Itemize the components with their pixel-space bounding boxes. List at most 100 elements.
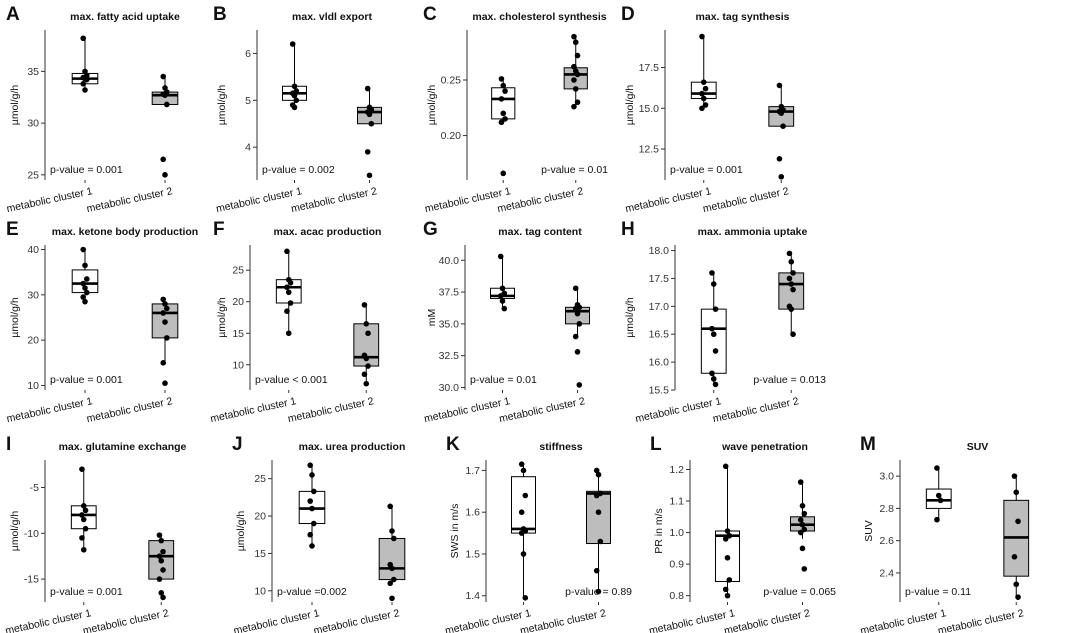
data-point: [799, 521, 806, 528]
data-point: [366, 172, 373, 179]
panel-title: max. vldl export: [292, 11, 372, 23]
data-point: [788, 281, 795, 287]
data-point: [780, 123, 786, 129]
data-point: [162, 92, 168, 98]
data-point: [571, 77, 577, 83]
p-value-annotation: p-value = 0.001: [50, 374, 123, 386]
data-point: [497, 253, 504, 260]
data-point: [572, 333, 579, 340]
data-point: [287, 280, 294, 286]
data-point: [712, 306, 719, 312]
panel-label: B: [213, 4, 227, 25]
data-point: [571, 103, 577, 110]
data-point: [597, 538, 604, 545]
data-point: [499, 298, 506, 304]
data-point: [595, 588, 602, 595]
x-tick-label: metabolic cluster 1: [5, 395, 93, 425]
data-point: [722, 536, 729, 542]
data-point: [160, 594, 166, 601]
data-point: [710, 331, 717, 338]
data-point: [722, 586, 729, 593]
data-point: [712, 348, 719, 354]
y-tick-label: 0.25: [441, 75, 462, 87]
data-point: [574, 99, 581, 106]
y-tick-label: 35: [27, 66, 39, 78]
y-tick-label: 15.5: [649, 385, 670, 397]
box-1: [511, 476, 536, 534]
x-tick-label: metabolic cluster 2: [937, 607, 1025, 633]
y-axis-label: µmol/g/h: [9, 511, 21, 552]
data-point: [80, 246, 86, 253]
data-point: [162, 172, 168, 178]
y-tick-label: 40: [27, 244, 39, 256]
data-point: [366, 111, 373, 118]
data-point: [500, 110, 507, 117]
data-point: [574, 310, 581, 317]
data-point: [363, 380, 370, 387]
panel-label: L: [650, 434, 662, 455]
y-tick-label: 4: [245, 142, 251, 154]
y-axis-label: PR in m/s: [653, 508, 665, 554]
data-point: [700, 95, 707, 102]
data-point: [82, 298, 88, 305]
p-value-annotation: p-value = 0.001: [50, 164, 123, 176]
data-point: [391, 576, 397, 583]
y-axis-label: µmol/g/h: [624, 297, 636, 338]
data-point: [285, 330, 292, 337]
data-point: [1015, 594, 1021, 600]
data-point: [80, 35, 86, 42]
y-tick-label: 2.6: [879, 535, 894, 547]
data-point: [164, 305, 170, 312]
x-tick-label: metabolic cluster 2: [82, 607, 170, 633]
data-point: [80, 280, 86, 287]
y-tick-label: 32.5: [439, 350, 460, 362]
data-point: [84, 76, 90, 83]
data-point: [786, 250, 793, 257]
data-point: [937, 497, 944, 504]
x-tick-label: metabolic cluster 1: [4, 607, 92, 633]
data-point: [778, 173, 785, 180]
data-point: [156, 553, 163, 559]
data-point: [499, 285, 506, 292]
data-point: [518, 509, 525, 516]
data-point: [576, 382, 583, 388]
data-point: [307, 498, 314, 504]
data-point: [160, 73, 166, 80]
y-tick-label: 0.8: [669, 590, 684, 602]
data-point: [724, 528, 731, 534]
panel-label: G: [423, 219, 438, 240]
data-point: [710, 281, 717, 287]
y-tick-label: 16.0: [649, 357, 670, 369]
data-point: [389, 595, 395, 602]
y-tick-label: 25: [232, 265, 244, 277]
data-point: [574, 349, 581, 355]
data-point: [291, 92, 298, 99]
data-point: [364, 85, 371, 92]
panel-title: max. cholesterol synthesis: [472, 11, 606, 23]
data-point: [498, 96, 505, 102]
y-tick-label: 1.6: [465, 507, 480, 519]
panel-title: max. fatty acid uptake: [70, 11, 180, 23]
data-point: [722, 463, 729, 470]
x-tick-label: metabolic cluster 2: [498, 395, 586, 425]
data-point: [699, 33, 705, 40]
x-tick-label: metabolic cluster 2: [723, 607, 811, 633]
data-point: [160, 548, 166, 555]
data-point: [699, 90, 705, 97]
panel-title: max. glutamine exchange: [59, 441, 187, 453]
y-tick-label: 30: [27, 118, 39, 130]
p-value-annotation: p-value = 0.065: [763, 586, 836, 598]
data-point: [80, 516, 87, 523]
data-point: [724, 592, 731, 599]
y-tick-label: 1.0: [669, 527, 684, 539]
data-point: [311, 488, 317, 495]
data-point: [80, 546, 87, 553]
y-tick-label: 15: [254, 548, 266, 560]
data-point: [365, 330, 371, 337]
data-point: [801, 566, 808, 572]
